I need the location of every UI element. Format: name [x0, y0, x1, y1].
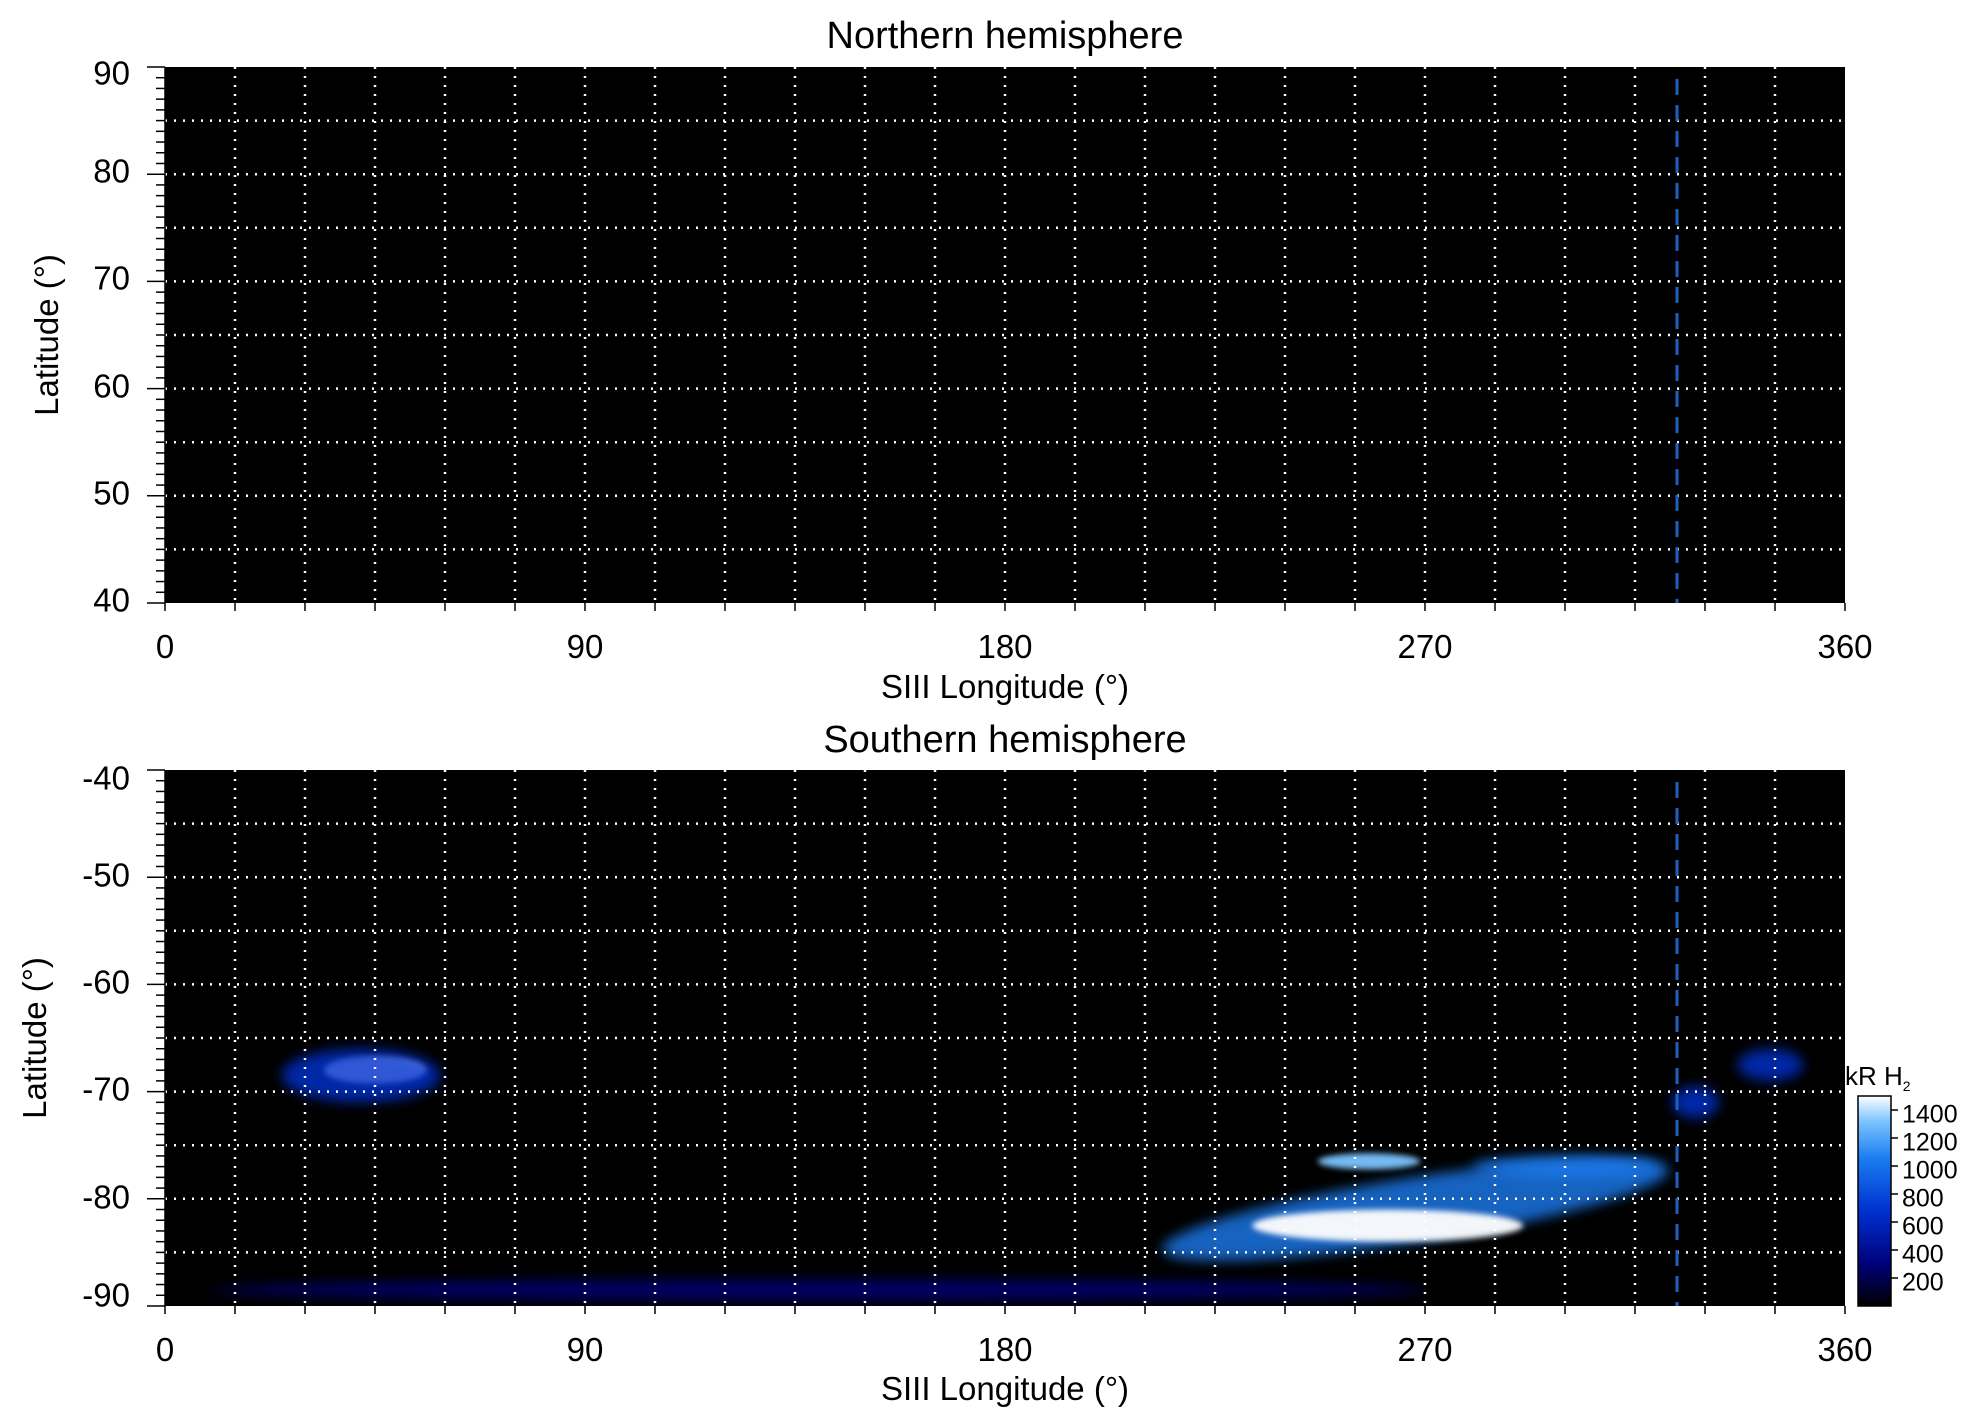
north-xtick-180: 180	[977, 628, 1032, 665]
emission-region-5	[1317, 1153, 1421, 1170]
south-emission-layer	[211, 1048, 1804, 1301]
north-ytick-50: 50	[93, 475, 130, 512]
north-ytick-90: 90	[93, 55, 130, 92]
south-ytick-m60: -60	[82, 964, 130, 1001]
colorbar-tick-200: 200	[1902, 1269, 1944, 1297]
north-ytick-80: 80	[93, 153, 130, 190]
south-xtick-180: 180	[977, 1331, 1032, 1368]
south-ytick-m90: -90	[82, 1277, 130, 1314]
south-emission-viewport	[211, 1048, 1804, 1301]
north-ylabel: Latitude (°)	[28, 254, 65, 416]
north-ytick-70: 70	[93, 260, 130, 297]
southern-hemisphere-panel: Southern hemisphere 0 90 180 270 360 -40…	[16, 719, 1873, 1407]
north-axes	[147, 66, 1846, 611]
colorbar-tick-1400: 1400	[1902, 1101, 1958, 1129]
south-xtick-360: 360	[1817, 1331, 1872, 1368]
colorbar-ticks	[1891, 1109, 1898, 1279]
colorbar-tick-800: 800	[1902, 1185, 1944, 1213]
north-xtick-360: 360	[1817, 628, 1872, 665]
south-ytick-m80: -80	[82, 1179, 130, 1216]
colorbar-tick-400: 400	[1902, 1241, 1944, 1269]
north-xtick-90: 90	[567, 628, 604, 665]
north-xtick-0: 0	[156, 628, 174, 665]
emission-region-1	[281, 1048, 441, 1103]
colorbar-title: kR H2	[1845, 1061, 1911, 1094]
colorbar-tick-1200: 1200	[1902, 1129, 1958, 1157]
emission-region-3	[1252, 1209, 1523, 1242]
north-ytick-60: 60	[93, 368, 130, 405]
south-xtick-270: 270	[1397, 1331, 1452, 1368]
north-xlabel: SIII Longitude (°)	[881, 668, 1129, 705]
south-ylabel: Latitude (°)	[16, 957, 53, 1119]
colorbar-tick-1000: 1000	[1902, 1157, 1958, 1185]
south-xtick-90: 90	[567, 1331, 604, 1368]
north-ytick-40: 40	[93, 582, 130, 619]
south-xlabel: SIII Longitude (°)	[881, 1370, 1129, 1407]
south-axes	[147, 769, 1846, 1314]
emission-region-6	[1672, 1086, 1719, 1119]
south-ytick-m70: -70	[82, 1071, 130, 1108]
northern-hemisphere-panel: Northern hemisphere 0 90 180 270 360 40 …	[28, 15, 1873, 705]
south-ytick-m50: -50	[82, 857, 130, 894]
colorbar: kR H2 200 400 600 800 1000 1200 1400	[1845, 1061, 1958, 1307]
emission-region-7	[1737, 1048, 1804, 1081]
south-panel-title: Southern hemisphere	[823, 719, 1186, 761]
south-ytick-m40: -40	[82, 760, 130, 797]
north-grid	[165, 67, 1845, 603]
north-panel-title: Northern hemisphere	[827, 15, 1184, 57]
colorbar-gradient	[1857, 1095, 1892, 1307]
south-xtick-0: 0	[156, 1331, 174, 1368]
emission-region-8	[211, 1279, 1425, 1301]
colorbar-tick-600: 600	[1902, 1213, 1944, 1241]
south-grid	[165, 770, 1845, 1306]
north-xtick-270: 270	[1397, 628, 1452, 665]
